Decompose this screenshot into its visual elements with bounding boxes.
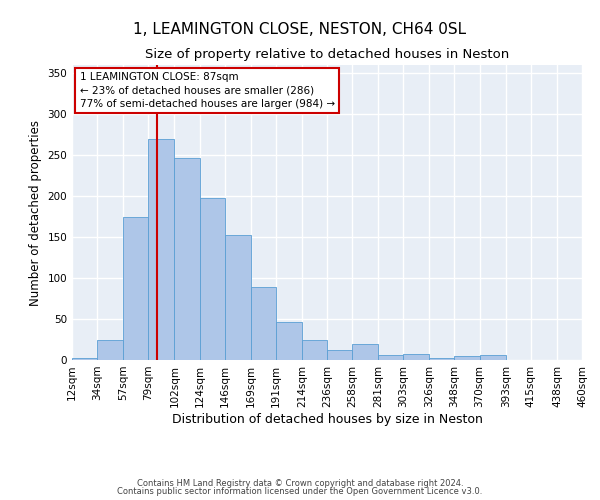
Bar	[72, 358, 97, 360]
Text: 1 LEAMINGTON CLOSE: 87sqm
← 23% of detached houses are smaller (286)
77% of semi: 1 LEAMINGTON CLOSE: 87sqm ← 23% of detac…	[80, 72, 335, 109]
Text: 1, LEAMINGTON CLOSE, NESTON, CH64 0SL: 1, LEAMINGTON CLOSE, NESTON, CH64 0SL	[133, 22, 467, 38]
Title: Size of property relative to detached houses in Neston: Size of property relative to detached ho…	[145, 48, 509, 61]
Y-axis label: Number of detached properties: Number of detached properties	[29, 120, 42, 306]
Bar	[352, 344, 378, 360]
Text: Contains public sector information licensed under the Open Government Licence v3: Contains public sector information licen…	[118, 487, 482, 496]
Bar	[276, 322, 302, 360]
Bar	[430, 358, 455, 360]
Bar	[403, 354, 430, 360]
Bar	[148, 138, 175, 360]
Bar	[455, 356, 479, 360]
Bar	[251, 287, 276, 360]
X-axis label: Distribution of detached houses by size in Neston: Distribution of detached houses by size …	[172, 412, 482, 426]
Bar	[327, 350, 352, 360]
Bar	[175, 158, 199, 360]
Bar	[97, 340, 123, 360]
Bar	[199, 198, 224, 360]
Bar	[123, 216, 148, 360]
Bar	[378, 355, 403, 360]
Bar	[479, 355, 506, 360]
Bar	[224, 234, 251, 360]
Bar	[302, 340, 327, 360]
Text: Contains HM Land Registry data © Crown copyright and database right 2024.: Contains HM Land Registry data © Crown c…	[137, 478, 463, 488]
